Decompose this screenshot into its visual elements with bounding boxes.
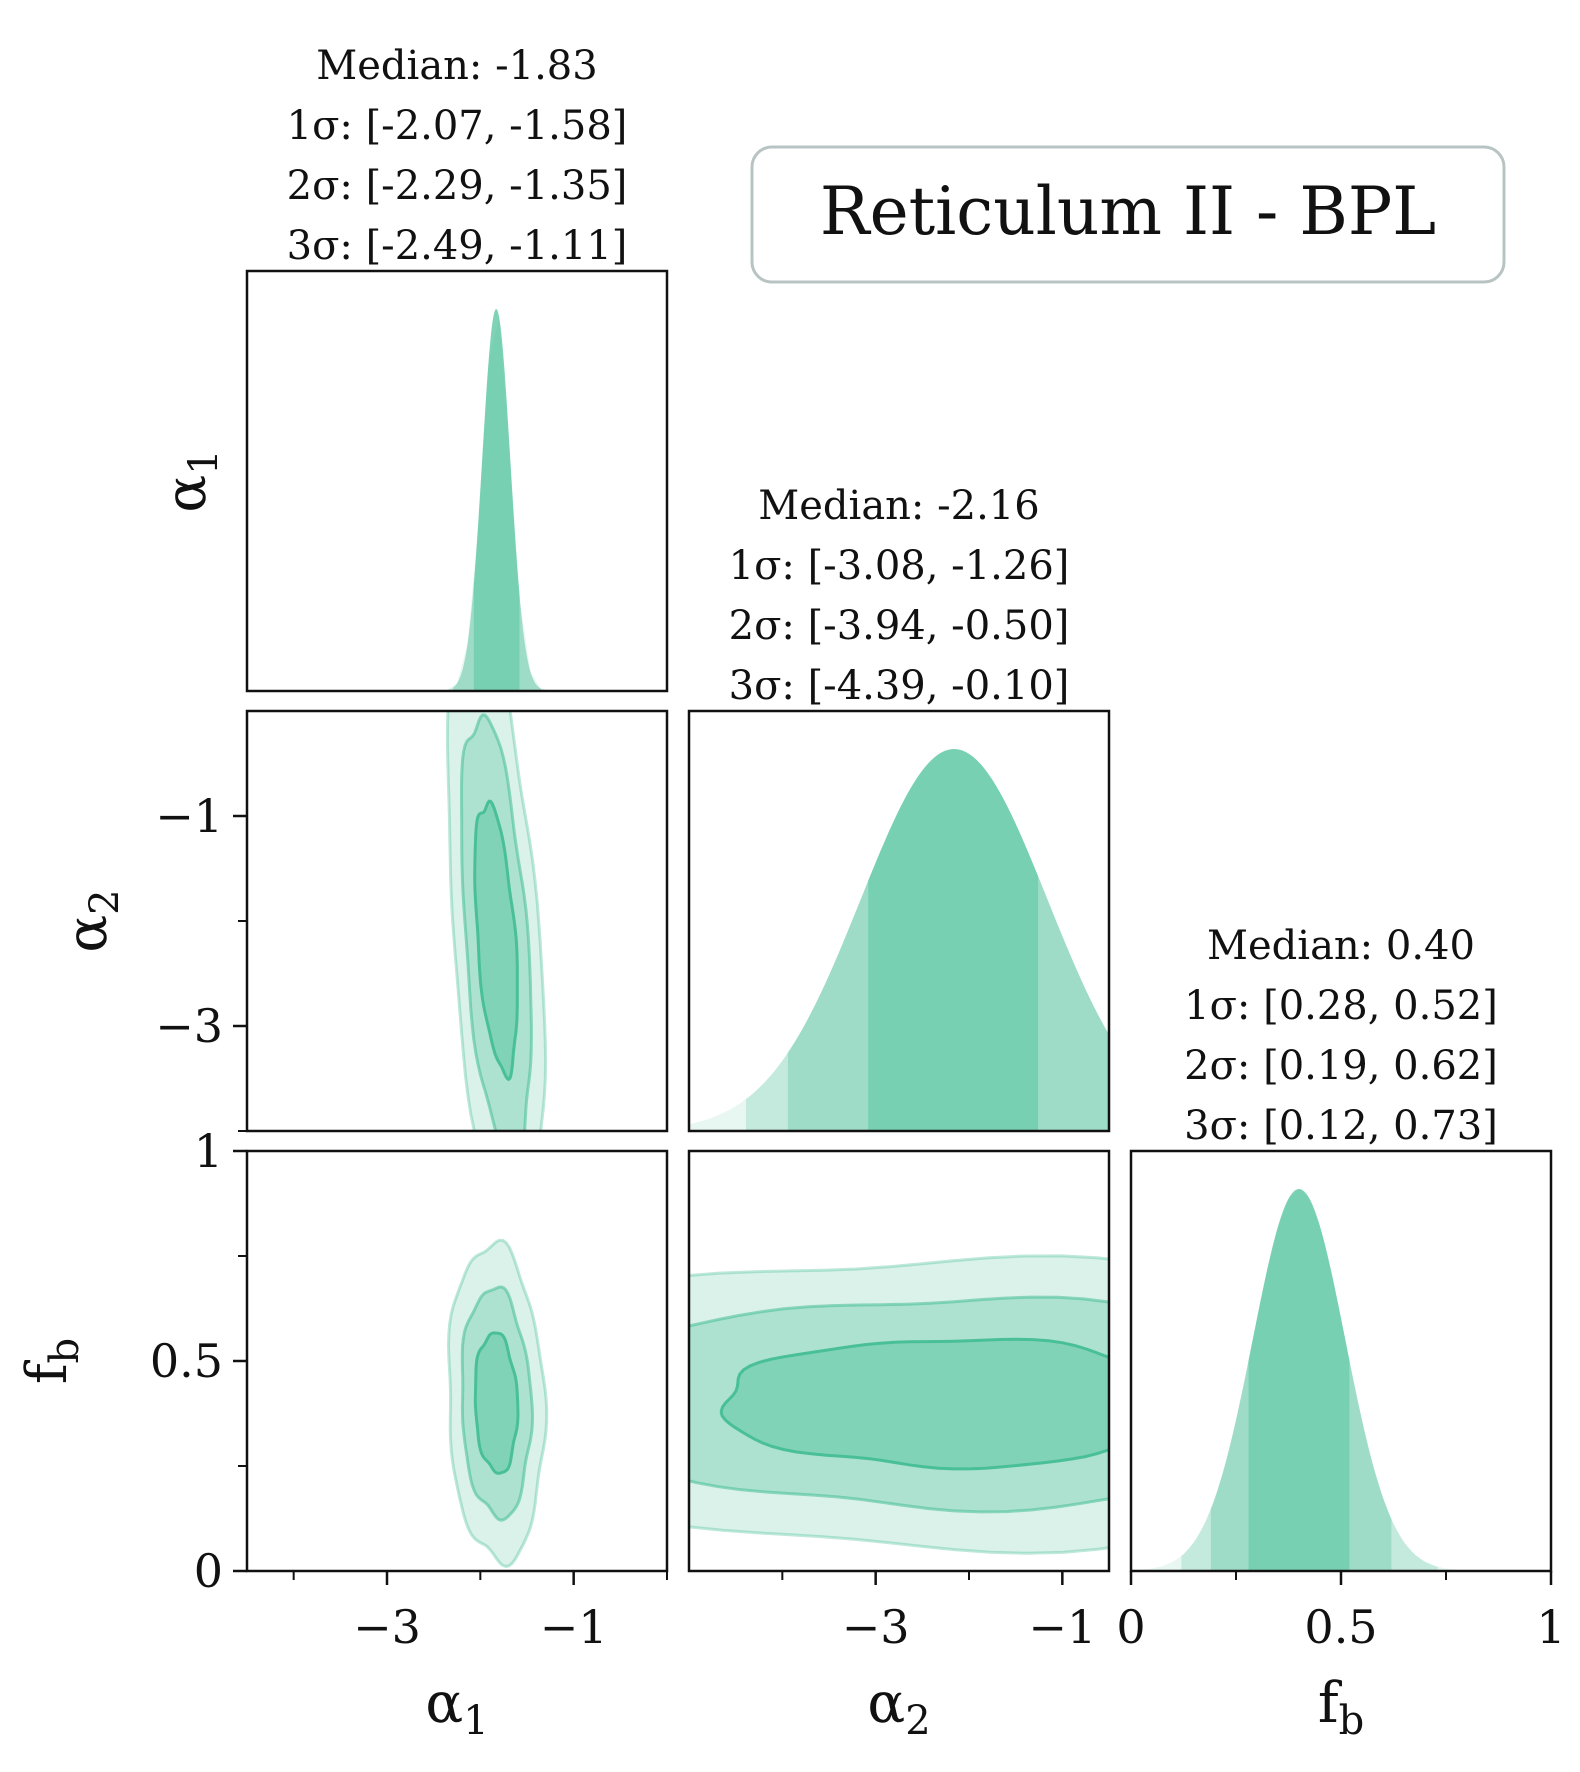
x-tick-label-a1: −1 (540, 1600, 608, 1654)
marginal-1sigma-a2 (868, 749, 1039, 1131)
y-axis-label-fb: fb (15, 1338, 88, 1384)
stat-line-a2: 3σ: [-4.39, -0.10] (729, 663, 1070, 709)
stat-line-a2: Median: -2.16 (758, 483, 1039, 529)
marginal-tail-fb (1131, 1189, 1551, 1571)
marginal-3sigma-fb (1181, 1189, 1438, 1571)
stat-line-a1: 2σ: [-2.29, -1.35] (287, 163, 628, 209)
marginal-2sigma-a1 (453, 309, 541, 691)
stat-line-fb: Median: 0.40 (1207, 923, 1475, 969)
x-tick-label-a2: −1 (1028, 1600, 1096, 1654)
y-tick-label-a2: −1 (155, 789, 223, 843)
marginal-3sigma-a2 (745, 749, 1109, 1131)
stat-line-a2: 2σ: [-3.94, -0.50] (729, 603, 1070, 649)
joint-fb-a2-1sigma (719, 1337, 1109, 1471)
x-axis-label-a1: α1 (425, 1671, 488, 1744)
marginal-a1 (247, 309, 667, 691)
plot-frames (233, 269, 1553, 1585)
x-tick-label-a1: −3 (353, 1600, 421, 1654)
title-frame (750, 145, 1506, 284)
marginal-1sigma-fb (1248, 1189, 1350, 1571)
plot-text: −3 −1 −3 −1 0 0.5 1 −3 −1 0 0.5 1 α1 α2 fb α1 α2 fb Median… (15, 43, 1566, 1744)
x-tick-label-fb: 0.5 (1304, 1600, 1377, 1654)
joint-a2-a1 (445, 711, 548, 1131)
joint-fb-a1 (446, 1238, 549, 1569)
panel-frame-a1-a1 (245, 269, 669, 693)
stat-line-fb: 1σ: [0.28, 0.52] (1184, 983, 1498, 1029)
x-tick-label-fb: 0 (1116, 1600, 1145, 1654)
marginal-3sigma-a1 (434, 309, 564, 691)
x-tick-label-a2: −3 (842, 1600, 910, 1654)
panel-frame-fb-a2 (687, 1149, 1111, 1573)
y-axis-label-a2: α2 (55, 889, 128, 952)
marginal-fb (1131, 1189, 1551, 1571)
joint-fb-a1-1sigma (473, 1331, 520, 1475)
marginal-2sigma-a2 (787, 749, 1109, 1131)
joint-fb-a2-2sigma (689, 1295, 1109, 1514)
stat-line-fb: 2σ: [0.19, 0.62] (1184, 1043, 1498, 1089)
marginal-tail-a2 (689, 749, 1109, 1131)
stat-line-a2: 1σ: [-3.08, -1.26] (729, 543, 1070, 589)
x-axis-label-a2: α2 (867, 1671, 930, 1744)
joint-fb-a2 (689, 1254, 1109, 1555)
joint-fb-a1-2sigma (460, 1285, 535, 1522)
y-tick-label-fb: 0 (194, 1544, 223, 1598)
x-tick-label-fb: 1 (1536, 1600, 1565, 1654)
marginal-1sigma-a1 (473, 309, 520, 691)
title-box: Reticulum II - BPL (750, 145, 1506, 284)
chart-title: Reticulum II - BPL (820, 173, 1436, 250)
stat-line-a1: Median: -1.83 (316, 43, 597, 89)
stat-line-a1: 1σ: [-2.07, -1.58] (287, 103, 628, 149)
stat-line-fb: 3σ: [0.12, 0.73] (1184, 1103, 1498, 1149)
panel-frame-a2-a2 (687, 709, 1111, 1133)
x-axis-label-fb: fb (1318, 1671, 1364, 1744)
y-tick-label-fb: 0.5 (150, 1334, 223, 1388)
y-tick-label-fb: 1 (194, 1124, 223, 1178)
stat-line-a1: 3σ: [-2.49, -1.11] (287, 223, 628, 269)
marginal-2sigma-fb (1210, 1189, 1392, 1571)
joint-a2-a1-1sigma (473, 799, 519, 1082)
y-axis-label-a1: α1 (154, 449, 227, 512)
joint-fb-a2-3sigma (689, 1254, 1109, 1555)
marginal-a2 (689, 749, 1109, 1131)
y-tick-label-a2: −3 (155, 999, 223, 1053)
plot-fills (247, 309, 1551, 1571)
